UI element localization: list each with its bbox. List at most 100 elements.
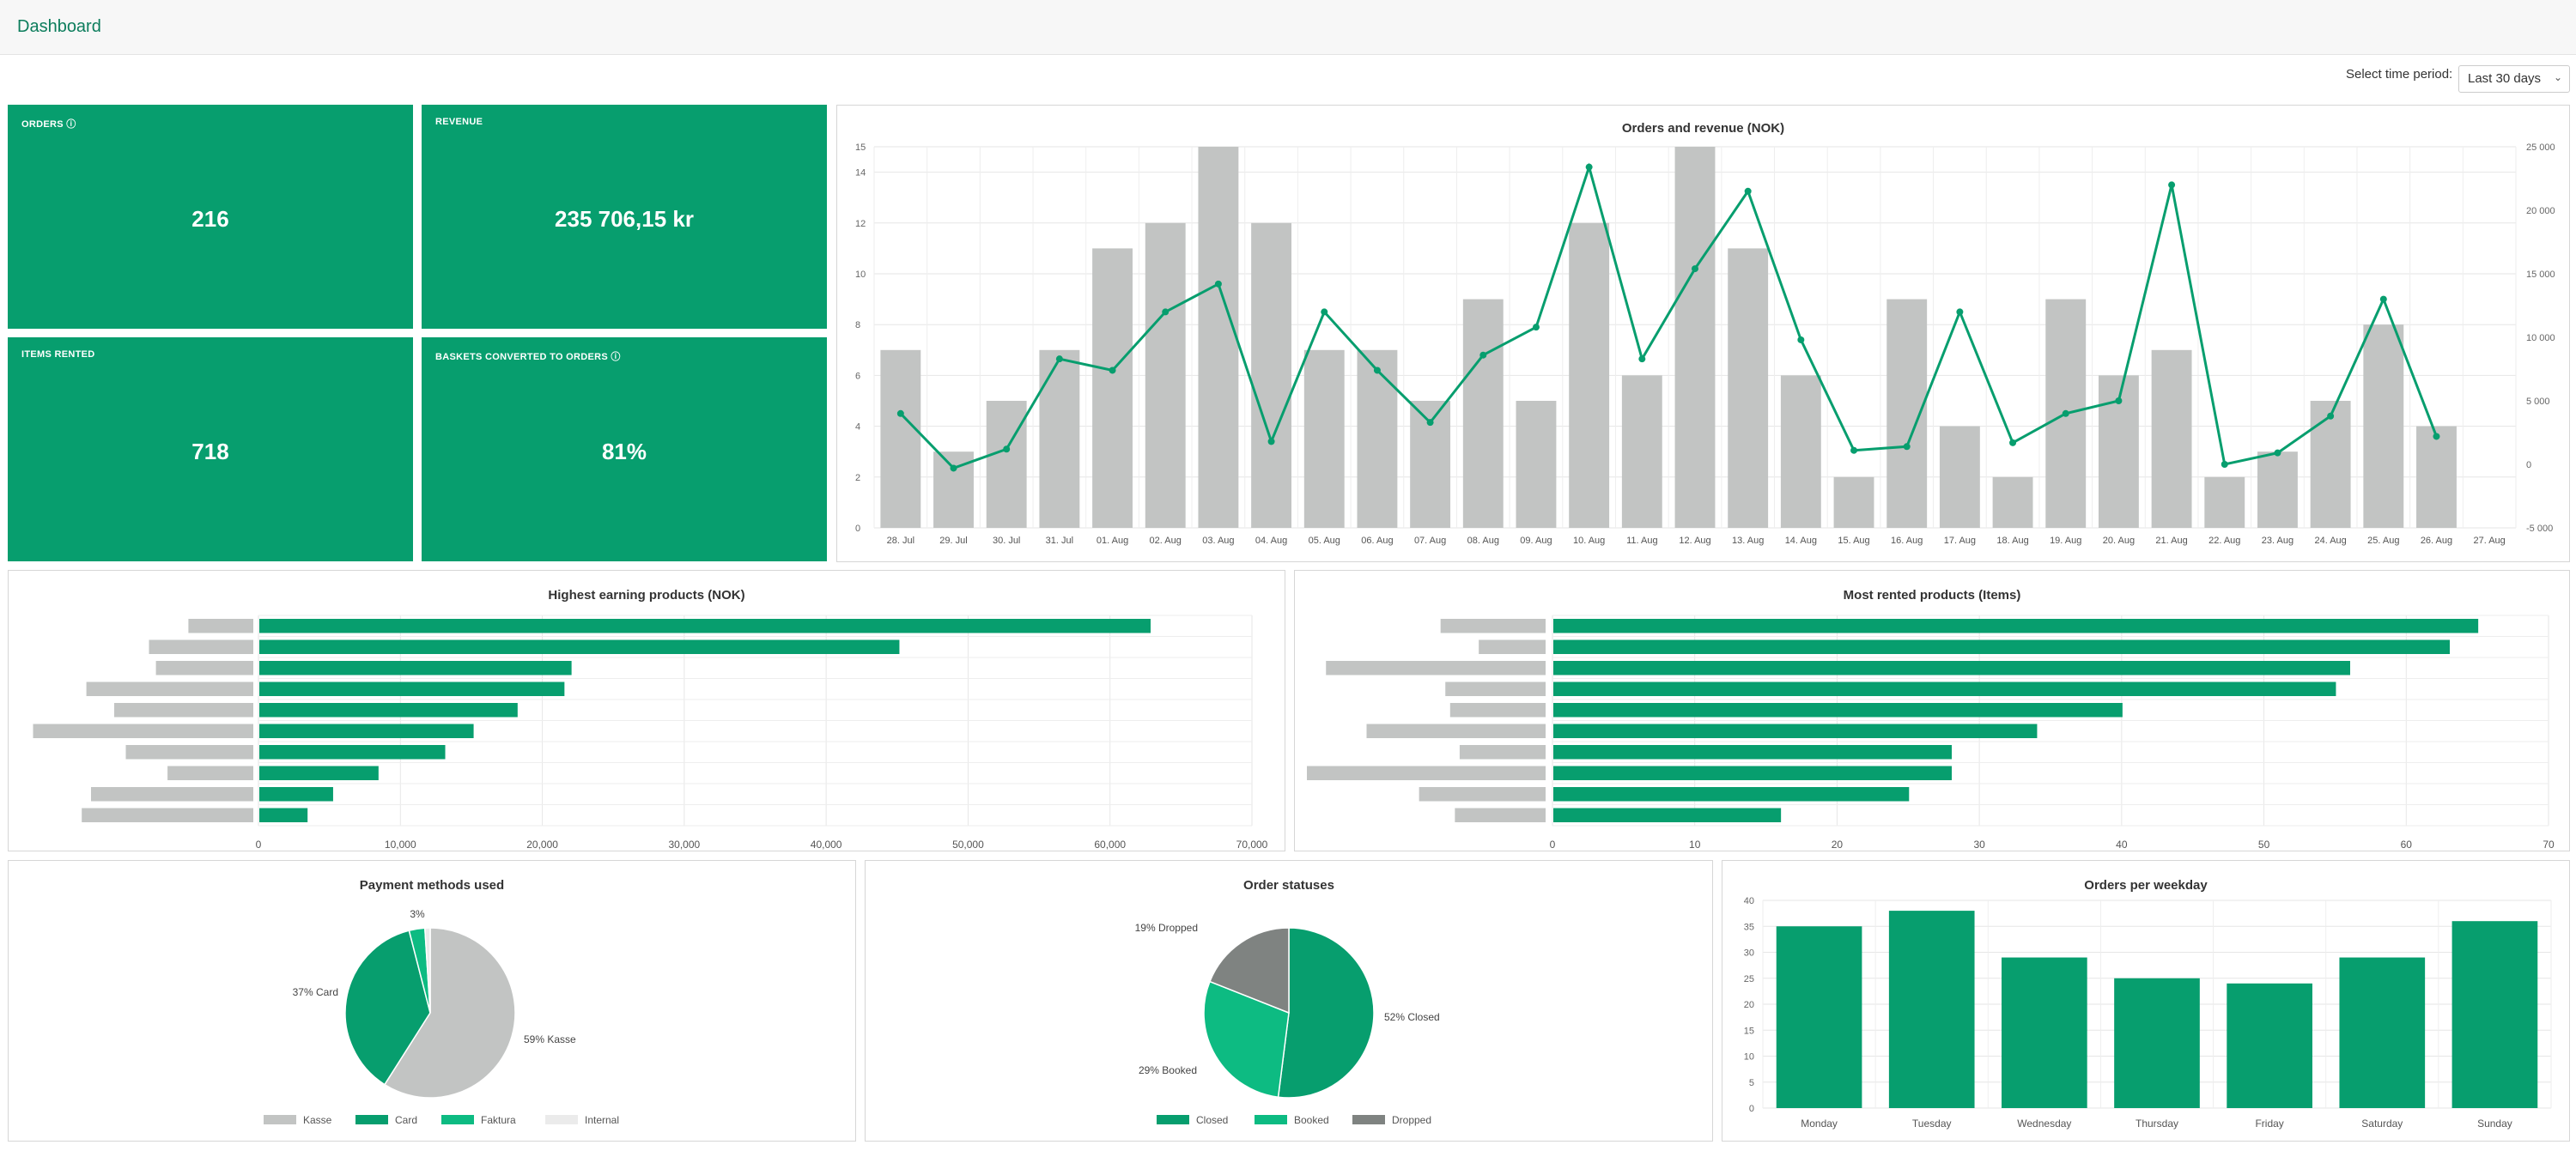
orders-bar: [1992, 476, 2033, 528]
x-tick-label: 50,000: [952, 839, 984, 851]
product-bar: [259, 639, 900, 654]
time-period-value: Last 30 days: [2468, 71, 2542, 86]
x-tick-label: 10. Aug: [1573, 536, 1605, 546]
legend-label: Faktura: [481, 1114, 516, 1126]
x-tick-label: 30: [1973, 839, 1985, 851]
product-label-placeholder: [188, 619, 253, 633]
y-tick-label: 30: [1744, 948, 1754, 959]
revenue-point: [1003, 445, 1011, 453]
product-bar: [1553, 745, 1952, 760]
y-tick-label: 15: [855, 142, 866, 153]
orders-bar: [2151, 349, 2192, 528]
kpi-items-rented: ITEMS RENTED 718: [8, 337, 413, 561]
product-bar: [259, 787, 333, 802]
x-tick-label: 0: [256, 839, 262, 851]
y2-tick-label: 25 000: [2526, 142, 2555, 153]
kpi-baskets-converted: BASKETS CONVERTED TO ORDERS ⓘ 81%: [422, 337, 827, 561]
x-tick-label: 15. Aug: [1838, 536, 1869, 546]
rented-products-title: Most rented products (Items): [1843, 588, 2021, 603]
order-statuses-title: Order statuses: [1243, 878, 1334, 893]
revenue-point: [2115, 397, 2123, 404]
revenue-point: [2221, 461, 2228, 468]
y-tick-label: 14: [855, 168, 866, 179]
x-tick-label: 14. Aug: [1785, 536, 1817, 546]
product-bar: [259, 745, 446, 760]
orders-bar: [1939, 426, 1980, 528]
revenue-point: [1797, 336, 1805, 343]
orders-bar: [1039, 349, 1080, 528]
revenue-point: [1214, 280, 1222, 288]
payment-methods-chart: 59% Kasse 37% Card 3% Kasse Card Faktura Inter…: [264, 908, 619, 1126]
product-bar: [259, 808, 308, 822]
product-label-placeholder: [149, 639, 253, 654]
product-label-placeholder: [125, 745, 253, 760]
x-tick-label: 60,000: [1094, 839, 1126, 851]
product-label-placeholder: [167, 766, 253, 780]
product-bar: [1553, 808, 1782, 822]
revenue-point: [2327, 412, 2335, 420]
x-tick-label: Sunday: [2477, 1118, 2512, 1130]
x-tick-label: 13. Aug: [1732, 536, 1764, 546]
orders-bar: [2257, 451, 2298, 528]
orders-bar: [1251, 222, 1292, 528]
y-tick-label: 35: [1744, 922, 1754, 932]
pie-slice: [344, 930, 431, 1086]
product-label-placeholder: [91, 787, 253, 802]
weekday-bar: [1888, 911, 1975, 1108]
legend-swatch: [1255, 1115, 1287, 1124]
kpi-revenue-value: 235 706,15 kr: [555, 206, 694, 232]
weekday-orders-panel: Orders per weekday 0 5 10 15 20 25 30 35 40 Monda…: [1722, 860, 2570, 1142]
legend-swatch: [264, 1115, 296, 1124]
orders-bar: [880, 349, 921, 528]
x-tick-label: 20,000: [526, 839, 558, 851]
earning-products-chart: 0 10,000 20,000 30,000 40,000 50,000 60,000 70,…: [33, 615, 1268, 851]
x-tick-label: 19. Aug: [2050, 536, 2081, 546]
revenue-point: [1373, 366, 1381, 374]
pie-slice-label: 19% Dropped: [1135, 922, 1198, 934]
x-tick-label: 01. Aug: [1097, 536, 1128, 546]
weekday-bar: [1776, 926, 1862, 1108]
legend-swatch: [545, 1115, 578, 1124]
legend-label: Booked: [1294, 1114, 1329, 1126]
y2-tick-label: 20 000: [2526, 206, 2555, 216]
product-label-placeholder: [1307, 766, 1546, 780]
y-tick-label: 15: [1744, 1026, 1754, 1036]
chevron-down-icon: ⌄: [2553, 71, 2562, 83]
orders-bar: [1462, 299, 1504, 528]
time-period-label: Select time period:: [2346, 67, 2453, 82]
top-bar: Dashboard: [0, 0, 2576, 55]
y2-tick-label: 15 000: [2526, 270, 2555, 280]
page-title: Dashboard: [17, 17, 101, 36]
product-bar: [259, 703, 518, 718]
orders-bar: [1674, 147, 1716, 528]
weekday-bar: [2227, 983, 2312, 1108]
revenue-point: [1426, 419, 1434, 427]
weekday-bar: [2002, 957, 2087, 1108]
revenue-point: [1321, 308, 1328, 316]
kpi-items-value: 718: [191, 439, 229, 464]
y-tick-label: 5: [1749, 1078, 1754, 1088]
pie-slice: [383, 927, 516, 1099]
legend-label: Card: [395, 1114, 417, 1126]
kpi-orders-label: ORDERS ⓘ: [21, 119, 76, 130]
revenue-point: [2168, 181, 2176, 189]
y2-tick-label: -5 000: [2526, 524, 2553, 534]
x-tick-label: 40,000: [811, 839, 842, 851]
x-tick-label: 0: [1550, 839, 1556, 851]
product-label-placeholder: [1445, 681, 1546, 696]
product-label-placeholder: [1449, 703, 1546, 718]
time-period-select[interactable]: Last 30 days ⌄: [2458, 65, 2570, 93]
orders-revenue-panel: Orders and revenue (NOK) 0 2 4 6 8 10 12 14 15 -5…: [836, 105, 2570, 562]
rented-products-chart: 0 10 20 30 40 50 60 70: [1307, 615, 2555, 851]
y-tick-label: 40: [1744, 896, 1754, 906]
x-tick-label: 16. Aug: [1891, 536, 1923, 546]
legend-label: Dropped: [1392, 1114, 1431, 1126]
orders-bar: [1833, 476, 1874, 528]
revenue-point: [2379, 295, 2387, 303]
product-label-placeholder: [114, 703, 253, 718]
product-label-placeholder: [86, 681, 253, 696]
legend-swatch: [1352, 1115, 1385, 1124]
x-tick-label: 09. Aug: [1520, 536, 1552, 546]
revenue-point: [896, 409, 904, 417]
product-label-placeholder: [1419, 787, 1546, 802]
